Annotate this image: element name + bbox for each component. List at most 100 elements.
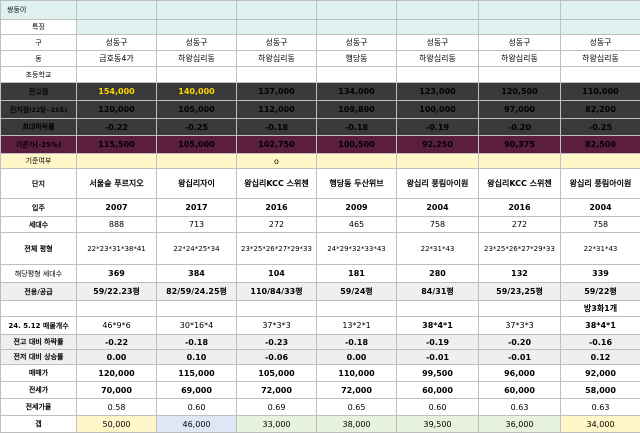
cell-school-2[interactable] bbox=[156, 66, 237, 83]
cell-move_in-3[interactable]: 2016 bbox=[236, 198, 317, 217]
cell-base_price-4[interactable]: 100,500 bbox=[316, 135, 397, 154]
cell-peak-5[interactable]: 123,000 bbox=[396, 82, 479, 101]
cell-dong-4[interactable]: 행당동 bbox=[316, 50, 397, 67]
cell-jeonse_price-1[interactable]: 70,000 bbox=[76, 381, 157, 399]
cell-pyeong_all-5[interactable]: 22*31*43 bbox=[396, 232, 479, 265]
cell-school-6[interactable] bbox=[478, 66, 561, 83]
cell-jeonse_price-7[interactable]: 58,000 bbox=[560, 381, 640, 399]
cell-dong-1[interactable]: 금호동4가 bbox=[76, 50, 157, 67]
cell-gu-7[interactable]: 성동구 bbox=[560, 34, 640, 51]
title-cell[interactable]: 쌍둥이 bbox=[0, 0, 77, 20]
cell-jeonse_price-3[interactable]: 72,000 bbox=[236, 381, 317, 399]
title-empty-1[interactable] bbox=[76, 0, 157, 20]
cell-base_price-6[interactable]: 90,375 bbox=[478, 135, 561, 154]
label-gap[interactable]: 갭 bbox=[0, 415, 77, 433]
cell-move_in-2[interactable]: 2017 bbox=[156, 198, 237, 217]
cell-pyeong_households-2[interactable]: 384 bbox=[156, 264, 237, 283]
cell-base_yn-6[interactable] bbox=[478, 153, 561, 169]
label-gu[interactable]: 구 bbox=[0, 34, 77, 51]
cell-base_price-1[interactable]: 115,500 bbox=[76, 135, 157, 154]
cell-jeonse_ratio-7[interactable]: 0.63 bbox=[560, 398, 640, 416]
cell-pyeong_all-1[interactable]: 22*23*31*38*41 bbox=[76, 232, 157, 265]
cell-sale_price-2[interactable]: 115,000 bbox=[156, 364, 237, 382]
cell-max_drop-1[interactable]: -0.22 bbox=[76, 118, 157, 136]
cell-low-5[interactable]: 100,000 bbox=[396, 100, 479, 119]
feature-empty-1[interactable] bbox=[76, 19, 157, 35]
cell-sale_price-1[interactable]: 120,000 bbox=[76, 364, 157, 382]
cell-dong-6[interactable]: 하왕십리동 bbox=[478, 50, 561, 67]
cell-households-7[interactable]: 758 bbox=[560, 216, 640, 233]
cell-listings-4[interactable]: 13*2*1 bbox=[316, 316, 397, 335]
label-dong[interactable]: 동 bbox=[0, 50, 77, 67]
cell-pyeong_households-4[interactable]: 181 bbox=[316, 264, 397, 283]
cell-drop_from_peak-3[interactable]: -0.23 bbox=[236, 334, 317, 350]
cell-jeonse_ratio-6[interactable]: 0.63 bbox=[478, 398, 561, 416]
cell-pyeong_all-6[interactable]: 23*25*26*27*29*33 bbox=[478, 232, 561, 265]
cell-base_price-5[interactable]: 92,250 bbox=[396, 135, 479, 154]
feature-empty-4[interactable] bbox=[316, 19, 397, 35]
cell-gap-5[interactable]: 39,500 bbox=[396, 415, 479, 433]
cell-jeonse_price-6[interactable]: 60,000 bbox=[478, 381, 561, 399]
cell-listings-5[interactable]: 38*4*1 bbox=[396, 316, 479, 335]
cell-school-7[interactable] bbox=[560, 66, 640, 83]
cell-gu-4[interactable]: 성동구 bbox=[316, 34, 397, 51]
cell-peak-2[interactable]: 140,000 bbox=[156, 82, 237, 101]
cell-low-6[interactable]: 97,000 bbox=[478, 100, 561, 119]
cell-complex-6[interactable]: 왕십리KCC 스위첸 bbox=[478, 168, 561, 199]
cell-base_yn-7[interactable] bbox=[560, 153, 640, 169]
cell-jeonse_ratio-4[interactable]: 0.65 bbox=[316, 398, 397, 416]
cell-jeonse_price-2[interactable]: 69,000 bbox=[156, 381, 237, 399]
label-pyeong_all[interactable]: 전체 평형 bbox=[0, 232, 77, 265]
cell-max_drop-2[interactable]: -0.25 bbox=[156, 118, 237, 136]
label-base_price[interactable]: 기준가(-25%) bbox=[0, 135, 77, 154]
cell-drop_from_peak-5[interactable]: -0.19 bbox=[396, 334, 479, 350]
label-move_in[interactable]: 입주 bbox=[0, 198, 77, 217]
cell-households-5[interactable]: 758 bbox=[396, 216, 479, 233]
cell-peak-3[interactable]: 137,000 bbox=[236, 82, 317, 101]
cell-area-2[interactable]: 82/59/24.25평 bbox=[156, 282, 237, 301]
cell-complex-3[interactable]: 왕십리KCC 스위첸 bbox=[236, 168, 317, 199]
label-rise_from_low[interactable]: 전저 대비 상승률 bbox=[0, 349, 77, 365]
cell-jeonse_ratio-5[interactable]: 0.60 bbox=[396, 398, 479, 416]
cell-peak-1[interactable]: 154,000 bbox=[76, 82, 157, 101]
cell-complex-2[interactable]: 왕십리자이 bbox=[156, 168, 237, 199]
feature-label[interactable]: 특징 bbox=[0, 19, 77, 35]
cell-rise_from_low-3[interactable]: -0.06 bbox=[236, 349, 317, 365]
cell-low-1[interactable]: 120,000 bbox=[76, 100, 157, 119]
cell-low-7[interactable]: 82,200 bbox=[560, 100, 640, 119]
cell-base_yn-5[interactable] bbox=[396, 153, 479, 169]
cell-move_in-1[interactable]: 2007 bbox=[76, 198, 157, 217]
cell-area-1[interactable]: 59/22.23평 bbox=[76, 282, 157, 301]
cell-pyeong_households-6[interactable]: 132 bbox=[478, 264, 561, 283]
cell-complex-5[interactable]: 왕십리 풍림아이원 bbox=[396, 168, 479, 199]
cell-school-1[interactable] bbox=[76, 66, 157, 83]
cell-gu-2[interactable]: 성동구 bbox=[156, 34, 237, 51]
title-empty-4[interactable] bbox=[316, 0, 397, 20]
feature-empty-7[interactable] bbox=[560, 19, 640, 35]
cell-dong-7[interactable]: 하왕십리동 bbox=[560, 50, 640, 67]
cell-max_drop-4[interactable]: -0.18 bbox=[316, 118, 397, 136]
label-base_yn[interactable]: 기준여부 bbox=[0, 153, 77, 169]
label-drop_from_peak[interactable]: 전고 대비 하락률 bbox=[0, 334, 77, 350]
cell-gap-6[interactable]: 36,000 bbox=[478, 415, 561, 433]
cell-extra-1[interactable] bbox=[76, 300, 157, 317]
cell-households-6[interactable]: 272 bbox=[478, 216, 561, 233]
cell-area-3[interactable]: 110/84/33평 bbox=[236, 282, 317, 301]
cell-dong-2[interactable]: 하왕십리동 bbox=[156, 50, 237, 67]
label-extra[interactable] bbox=[0, 300, 77, 317]
cell-gu-5[interactable]: 성동구 bbox=[396, 34, 479, 51]
cell-peak-6[interactable]: 120,500 bbox=[478, 82, 561, 101]
title-empty-6[interactable] bbox=[478, 0, 561, 20]
cell-move_in-5[interactable]: 2004 bbox=[396, 198, 479, 217]
cell-drop_from_peak-6[interactable]: -0.20 bbox=[478, 334, 561, 350]
cell-pyeong_households-1[interactable]: 369 bbox=[76, 264, 157, 283]
cell-low-4[interactable]: 109,800 bbox=[316, 100, 397, 119]
cell-area-7[interactable]: 59/22평 bbox=[560, 282, 640, 301]
cell-base_yn-2[interactable] bbox=[156, 153, 237, 169]
cell-rise_from_low-4[interactable]: 0.00 bbox=[316, 349, 397, 365]
cell-gap-7[interactable]: 34,000 bbox=[560, 415, 640, 433]
title-empty-3[interactable] bbox=[236, 0, 317, 20]
cell-jeonse_ratio-3[interactable]: 0.69 bbox=[236, 398, 317, 416]
cell-drop_from_peak-2[interactable]: -0.18 bbox=[156, 334, 237, 350]
cell-max_drop-5[interactable]: -0.19 bbox=[396, 118, 479, 136]
